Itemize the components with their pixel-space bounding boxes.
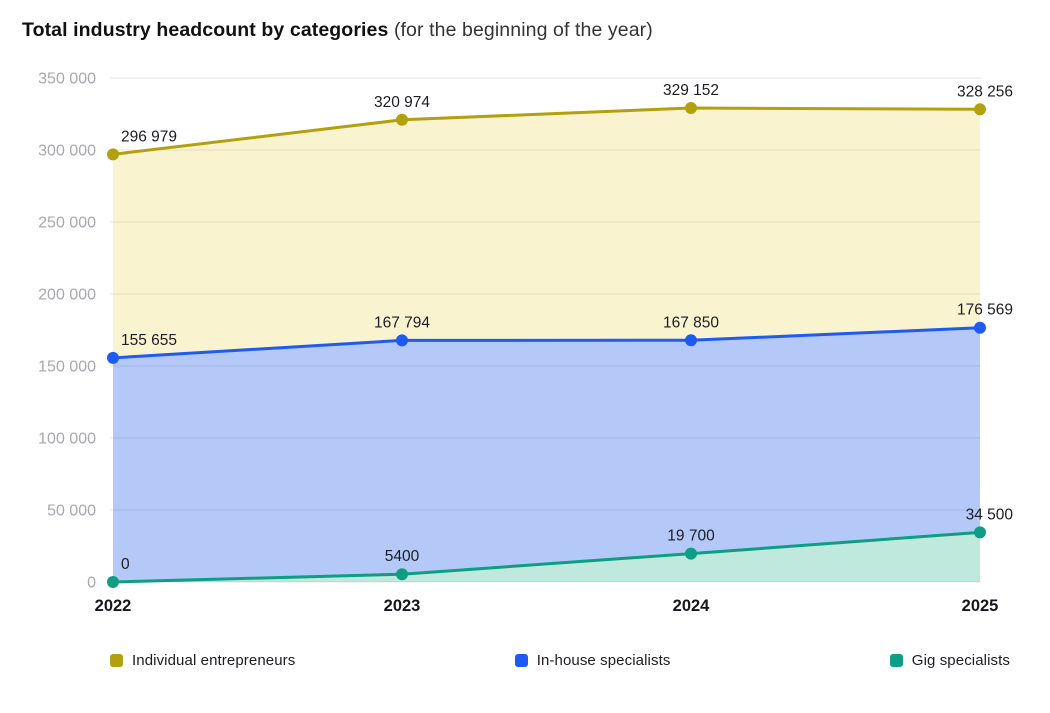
point-in-house-specialists-2023 <box>396 334 408 347</box>
point-gig-specialists-2023 <box>396 568 408 581</box>
point-gig-specialists-2022 <box>107 576 119 588</box>
chart-title-main: Total industry headcount by categories <box>22 19 389 41</box>
point-individual-entrepreneurs-2022 <box>107 148 119 161</box>
line-gig-specialists <box>111 530 982 584</box>
data-label-in-house-specialists-2024: 167 850 <box>663 314 719 331</box>
legend-swatch-individual-entrepreneurs <box>110 654 123 667</box>
data-label-gig-specialists-2022: 0 <box>121 556 130 573</box>
x-axis-label-2025: 2025 <box>962 597 999 615</box>
point-individual-entrepreneurs-2025 <box>974 103 986 116</box>
y-axis-tick-label: 300 000 <box>38 143 96 160</box>
grid-lines <box>110 77 981 583</box>
point-gig-specialists-2025 <box>974 526 986 539</box>
y-axis-tick-label: 250 000 <box>38 215 96 232</box>
y-axis-tick-label: 350 000 <box>38 71 96 88</box>
data-label-individual-entrepreneurs-2024: 329 152 <box>663 82 719 99</box>
data-label-gig-specialists-2025: 34 500 <box>966 506 1014 523</box>
y-axis-labels: 0 50 000 100 000 150 000 200 000 250 000 300 0… <box>38 71 96 592</box>
series-areas <box>113 108 980 582</box>
x-axis-label-2024: 2024 <box>673 597 711 615</box>
legend: Individual entrepreneurs In-house special… <box>110 652 1010 669</box>
legend-swatch-gig-specialists <box>889 654 903 667</box>
x-axis-label-2022: 2022 <box>95 597 132 615</box>
point-in-house-specialists-2024 <box>685 334 697 347</box>
area-gig-specialists <box>113 532 980 582</box>
legend-item-individual-entrepreneurs[interactable]: Individual entrepreneurs <box>110 652 295 669</box>
line-in-house-specialists <box>111 326 982 360</box>
data-label-gig-specialists-2024: 19 700 <box>667 528 715 545</box>
data-label-individual-entrepreneurs-2023: 320 974 <box>374 94 430 111</box>
series-individual-entrepreneurs: 296 979 320 974 329 152 328 256 <box>107 82 1013 161</box>
y-axis-tick-label: 200 000 <box>38 287 96 304</box>
x-axis-labels: 2022 2023 2024 2025 <box>95 597 999 615</box>
headcount-area-chart: 0 50 000 100 000 150 000 200 000 250 000 300 0… <box>38 71 1013 616</box>
chart-title: Total industry headcount by categories (… <box>0 0 1050 43</box>
series-in-house-specialists: 155 655 167 794 167 850 176 569 <box>107 302 1013 364</box>
y-axis-tick-label: 100 000 <box>38 431 96 448</box>
legend-item-gig-specialists[interactable]: Gig specialists <box>889 652 1010 669</box>
legend-label-gig-specialists: Gig specialists <box>911 652 1010 669</box>
y-axis-tick-label: 0 <box>87 575 96 592</box>
data-label-in-house-specialists-2023: 167 794 <box>374 314 430 331</box>
data-label-in-house-specialists-2025: 176 569 <box>957 302 1013 319</box>
data-label-in-house-specialists-2022: 155 655 <box>121 332 177 349</box>
legend-item-in-house-specialists[interactable]: In-house specialists <box>514 652 671 669</box>
data-label-individual-entrepreneurs-2025: 328 256 <box>957 83 1013 100</box>
line-individual-entrepreneurs <box>111 106 982 156</box>
point-gig-specialists-2024 <box>685 547 697 560</box>
point-in-house-specialists-2022 <box>107 351 119 364</box>
y-axis-tick-label: 150 000 <box>38 359 96 376</box>
legend-swatch-in-house-specialists <box>514 654 528 667</box>
point-individual-entrepreneurs-2024 <box>685 102 697 115</box>
data-label-individual-entrepreneurs-2022: 296 979 <box>121 128 177 145</box>
legend-label-in-house-specialists: In-house specialists <box>536 652 671 669</box>
data-label-gig-specialists-2023: 5400 <box>385 548 420 565</box>
chart-title-subtitle: (for the beginning of the year) <box>388 19 653 41</box>
y-axis-tick-label: 50 000 <box>47 503 96 520</box>
series-gig-specialists: 0 5400 19 700 34 500 <box>107 506 1013 588</box>
point-in-house-specialists-2025 <box>974 321 986 334</box>
point-individual-entrepreneurs-2023 <box>396 113 408 126</box>
legend-label-individual-entrepreneurs: Individual entrepreneurs <box>132 652 296 669</box>
x-axis-label-2023: 2023 <box>384 597 421 615</box>
area-in-house-specialists <box>113 327 980 582</box>
